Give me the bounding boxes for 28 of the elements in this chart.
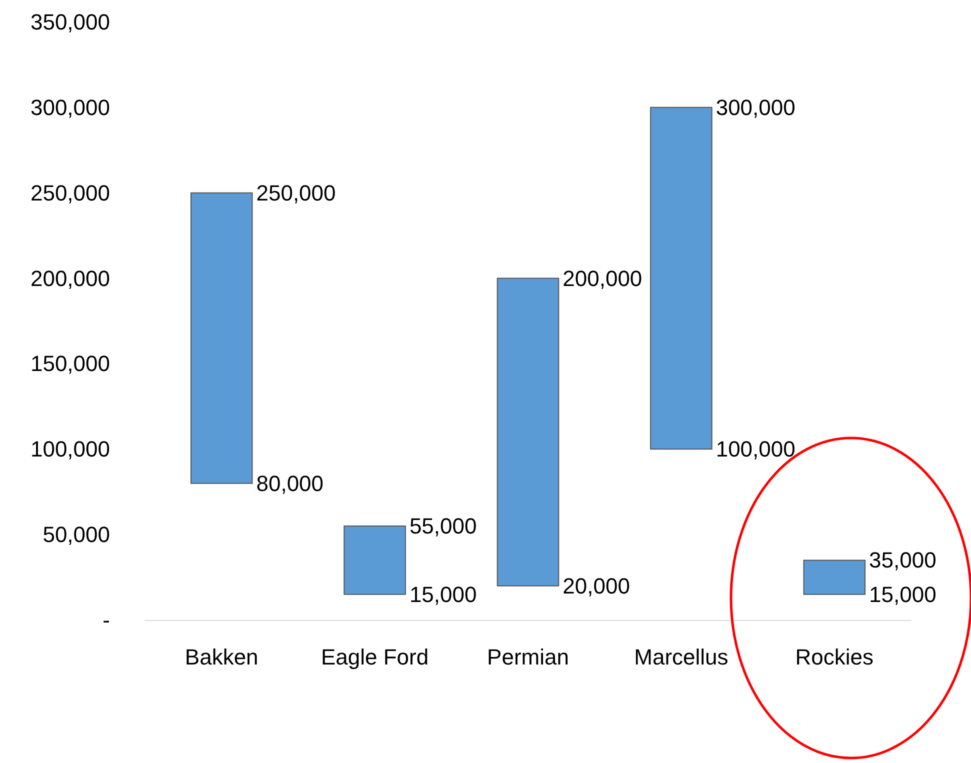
annotation: 200,000 [562,266,642,291]
annotation: 80,000 [256,470,324,496]
y-tick-label: - [102,608,110,632]
y-tick-label: 300,000 [30,94,110,120]
y-tick-label: 250,000 [30,180,110,206]
x-tick-label: Bakken [184,644,258,670]
y-tick-label: 200,000 [30,266,110,291]
bar [344,526,406,595]
x-tick-label: Eagle Ford [320,644,429,670]
y-tick-label: 100,000 [30,436,110,462]
x-tick-label: Marcellus [634,644,728,670]
bar [803,560,866,595]
x-tick-label: Permian [487,644,569,670]
annotation: 15,000 [869,582,936,607]
annotation: 250,000 [256,180,336,206]
annotation: 15,000 [409,582,477,607]
annotation: 20,000 [562,573,630,598]
bar [190,192,253,484]
annotation: 35,000 [869,548,936,573]
y-tick-label: 50,000 [42,522,110,548]
annotation: 300,000 [716,94,796,120]
y-tick-label: 150,000 [30,351,110,376]
x-tick-label: Rockies [795,644,874,670]
bar [496,278,560,586]
annotation: 55,000 [409,514,477,539]
bar [650,106,712,450]
annotation: 100,000 [716,436,796,462]
y-tick-label: 350,000 [30,10,110,34]
